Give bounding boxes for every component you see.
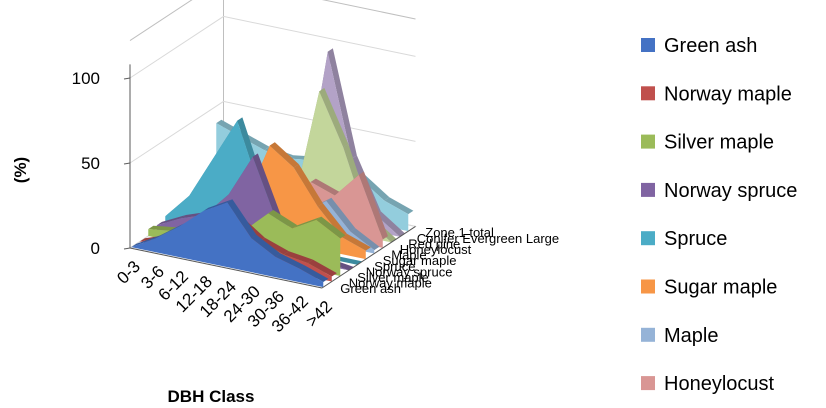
- area-top-strip: [341, 233, 371, 251]
- depth-label: Maple: [391, 248, 426, 263]
- depth-label: Silver maple: [357, 270, 429, 285]
- area-top-strip: [203, 199, 233, 212]
- series-areas: [131, 48, 414, 288]
- area-top-strip: [310, 178, 340, 196]
- legend: Green ash Norway maple Silver maple Norway …: [641, 35, 797, 395]
- area-top-strip: [326, 197, 356, 232]
- area-top-strip: [327, 48, 357, 159]
- y-tick-label: 50: [81, 154, 100, 173]
- depth-label: Honeylocust: [400, 242, 472, 257]
- y-tick-mark: [123, 247, 131, 250]
- area-top-strip: [148, 225, 178, 231]
- depth-label: Red pine: [408, 236, 460, 251]
- gridline: [129, 100, 416, 164]
- depth-axis-line: [321, 225, 416, 289]
- area-top-strip: [319, 88, 349, 148]
- series-area-1: [131, 199, 329, 288]
- legend-label: Spruce: [664, 228, 727, 250]
- legend-label: Maple: [664, 325, 718, 347]
- y-axis-title: (%): [11, 157, 30, 183]
- area-top-strip: [333, 256, 363, 265]
- depth-label: Spruce: [374, 259, 415, 274]
- x-axis-line: [129, 247, 323, 289]
- legend-label: Norway maple: [664, 83, 792, 105]
- depth-label: Norway spruce: [366, 264, 453, 279]
- area-top-strip: [350, 228, 380, 251]
- x-tick-label: 0-3: [113, 257, 144, 288]
- area-top-strip: [275, 253, 305, 269]
- area-front-face: [131, 202, 324, 288]
- area-top-strip: [283, 251, 313, 263]
- depth-label: Zone 1 total: [425, 225, 494, 240]
- depth-label: Green ash: [340, 281, 401, 296]
- legend-swatch: [641, 38, 655, 52]
- legend-swatch: [641, 134, 655, 149]
- area-top-strip: [375, 211, 405, 237]
- legend-swatch: [641, 231, 655, 246]
- area-top-strip: [316, 216, 346, 239]
- legend-swatch: [641, 376, 655, 391]
- area-top-strip: [307, 259, 337, 277]
- area-top-strip: [156, 215, 186, 226]
- legend-swatch: [641, 182, 655, 197]
- legend-label: Green ash: [664, 35, 757, 57]
- area-top-strip: [384, 197, 414, 215]
- legend-swatch: [641, 86, 655, 101]
- gridline: [129, 15, 416, 79]
- area-top-strip: [317, 203, 347, 238]
- y-tick-label: 100: [72, 69, 100, 88]
- area-top-strip: [155, 223, 185, 239]
- y-tick-mark: [123, 77, 131, 80]
- y-tick-mark: [123, 162, 131, 165]
- y-tick-labels: 0 50 100: [72, 69, 131, 258]
- legend-label: Honeylocust: [664, 373, 775, 395]
- area-front-face: [156, 156, 349, 271]
- legend-swatch: [641, 279, 655, 294]
- area-top-strip: [179, 207, 209, 227]
- area-top-strip: [293, 164, 323, 207]
- depth-label: Conifer Evergreen Large: [417, 231, 559, 246]
- area-top-strip: [252, 153, 282, 222]
- legend-label: Sugar maple: [664, 277, 777, 299]
- area-top-strip: [299, 265, 329, 283]
- area-top-strip: [358, 171, 388, 240]
- back-wall-top-edge: [321, 0, 416, 20]
- legend-label: Norway spruce: [664, 180, 797, 202]
- area-top-strip: [268, 210, 298, 229]
- area-top-strip: [251, 234, 281, 257]
- depth-label: Norway maple: [349, 276, 432, 291]
- side-wall-top-edge: [129, 0, 193, 42]
- depth-label: Sugar maple: [383, 253, 457, 268]
- legend-label: Silver maple: [664, 132, 774, 154]
- x-axis-title: DBH Class: [168, 387, 255, 406]
- axes: [129, 64, 416, 289]
- area-top-strip: [259, 237, 289, 255]
- area-top-strip: [227, 199, 257, 239]
- area-top-strip: [131, 235, 161, 248]
- area-top-strip: [269, 142, 299, 168]
- y-tick-label: 0: [91, 239, 100, 258]
- area-top-strip: [292, 216, 322, 229]
- legend-swatch: [641, 327, 655, 342]
